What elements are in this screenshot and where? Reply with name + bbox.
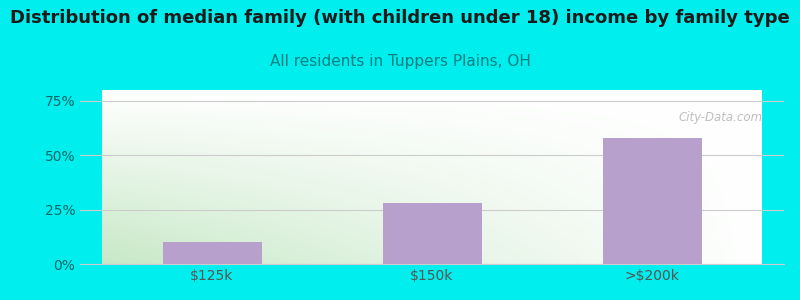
Text: Distribution of median family (with children under 18) income by family type: Distribution of median family (with chil… — [10, 9, 790, 27]
Bar — [162, 242, 262, 264]
Bar — [602, 138, 702, 264]
Text: City-Data.com: City-Data.com — [678, 111, 763, 124]
Text: All residents in Tuppers Plains, OH: All residents in Tuppers Plains, OH — [270, 54, 530, 69]
Bar — [382, 203, 482, 264]
